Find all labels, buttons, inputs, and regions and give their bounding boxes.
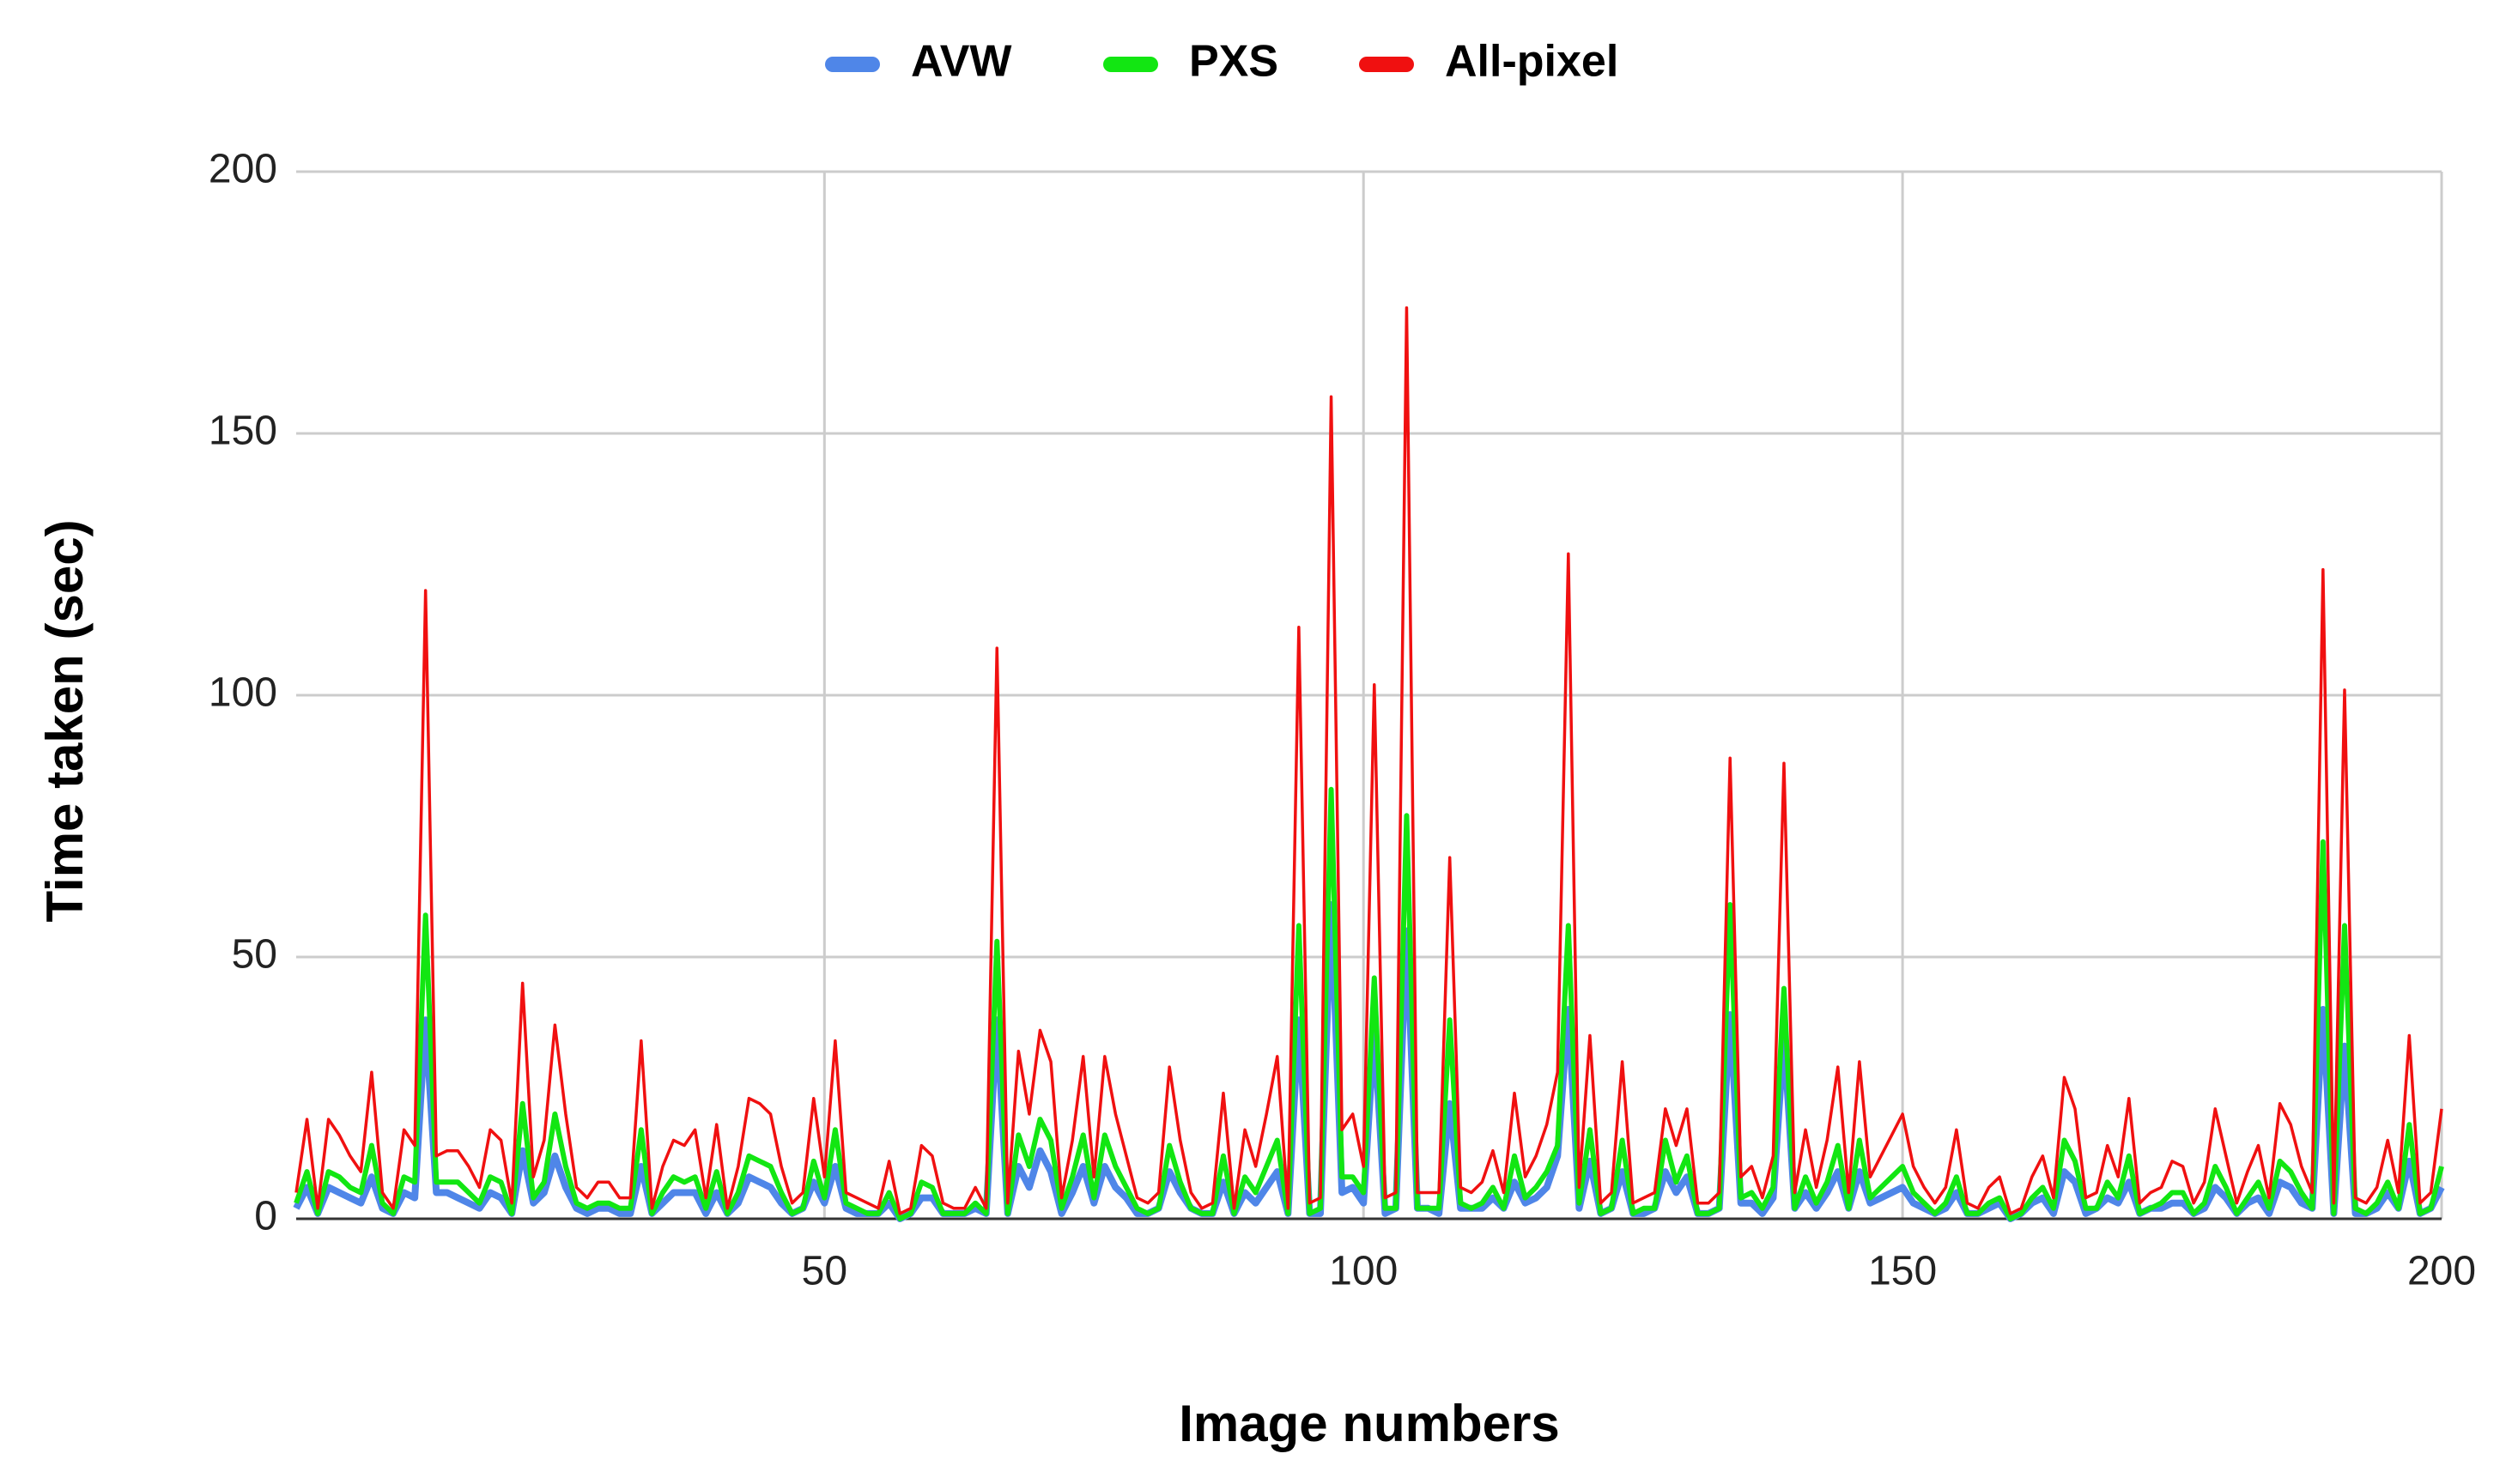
series-line	[294, 306, 2443, 1215]
y-tick-label: 150	[209, 409, 277, 454]
legend-label: All-pixel	[1445, 37, 1618, 87]
y-tick-label: 200	[209, 147, 277, 192]
y-tick-label: 50	[232, 932, 277, 978]
y-axis-title: Time taken (sec)	[36, 519, 94, 922]
y-tick-label: 0	[254, 1194, 277, 1239]
legend-label: PXS	[1189, 37, 1278, 87]
y-tick-label: 100	[209, 670, 277, 716]
x-axis-title: Image numbers	[1179, 1395, 1559, 1452]
x-tick-label: 100	[1329, 1249, 1398, 1294]
x-tick-label: 150	[1868, 1249, 1937, 1294]
x-tick-label: 200	[2407, 1249, 2476, 1294]
x-tick-label: 50	[802, 1249, 847, 1294]
legend-swatch	[1103, 57, 1158, 72]
legend-label: AVW	[911, 37, 1012, 87]
series-line	[294, 786, 2444, 1221]
legend-swatch	[825, 57, 880, 72]
legend-swatch	[1359, 57, 1414, 72]
